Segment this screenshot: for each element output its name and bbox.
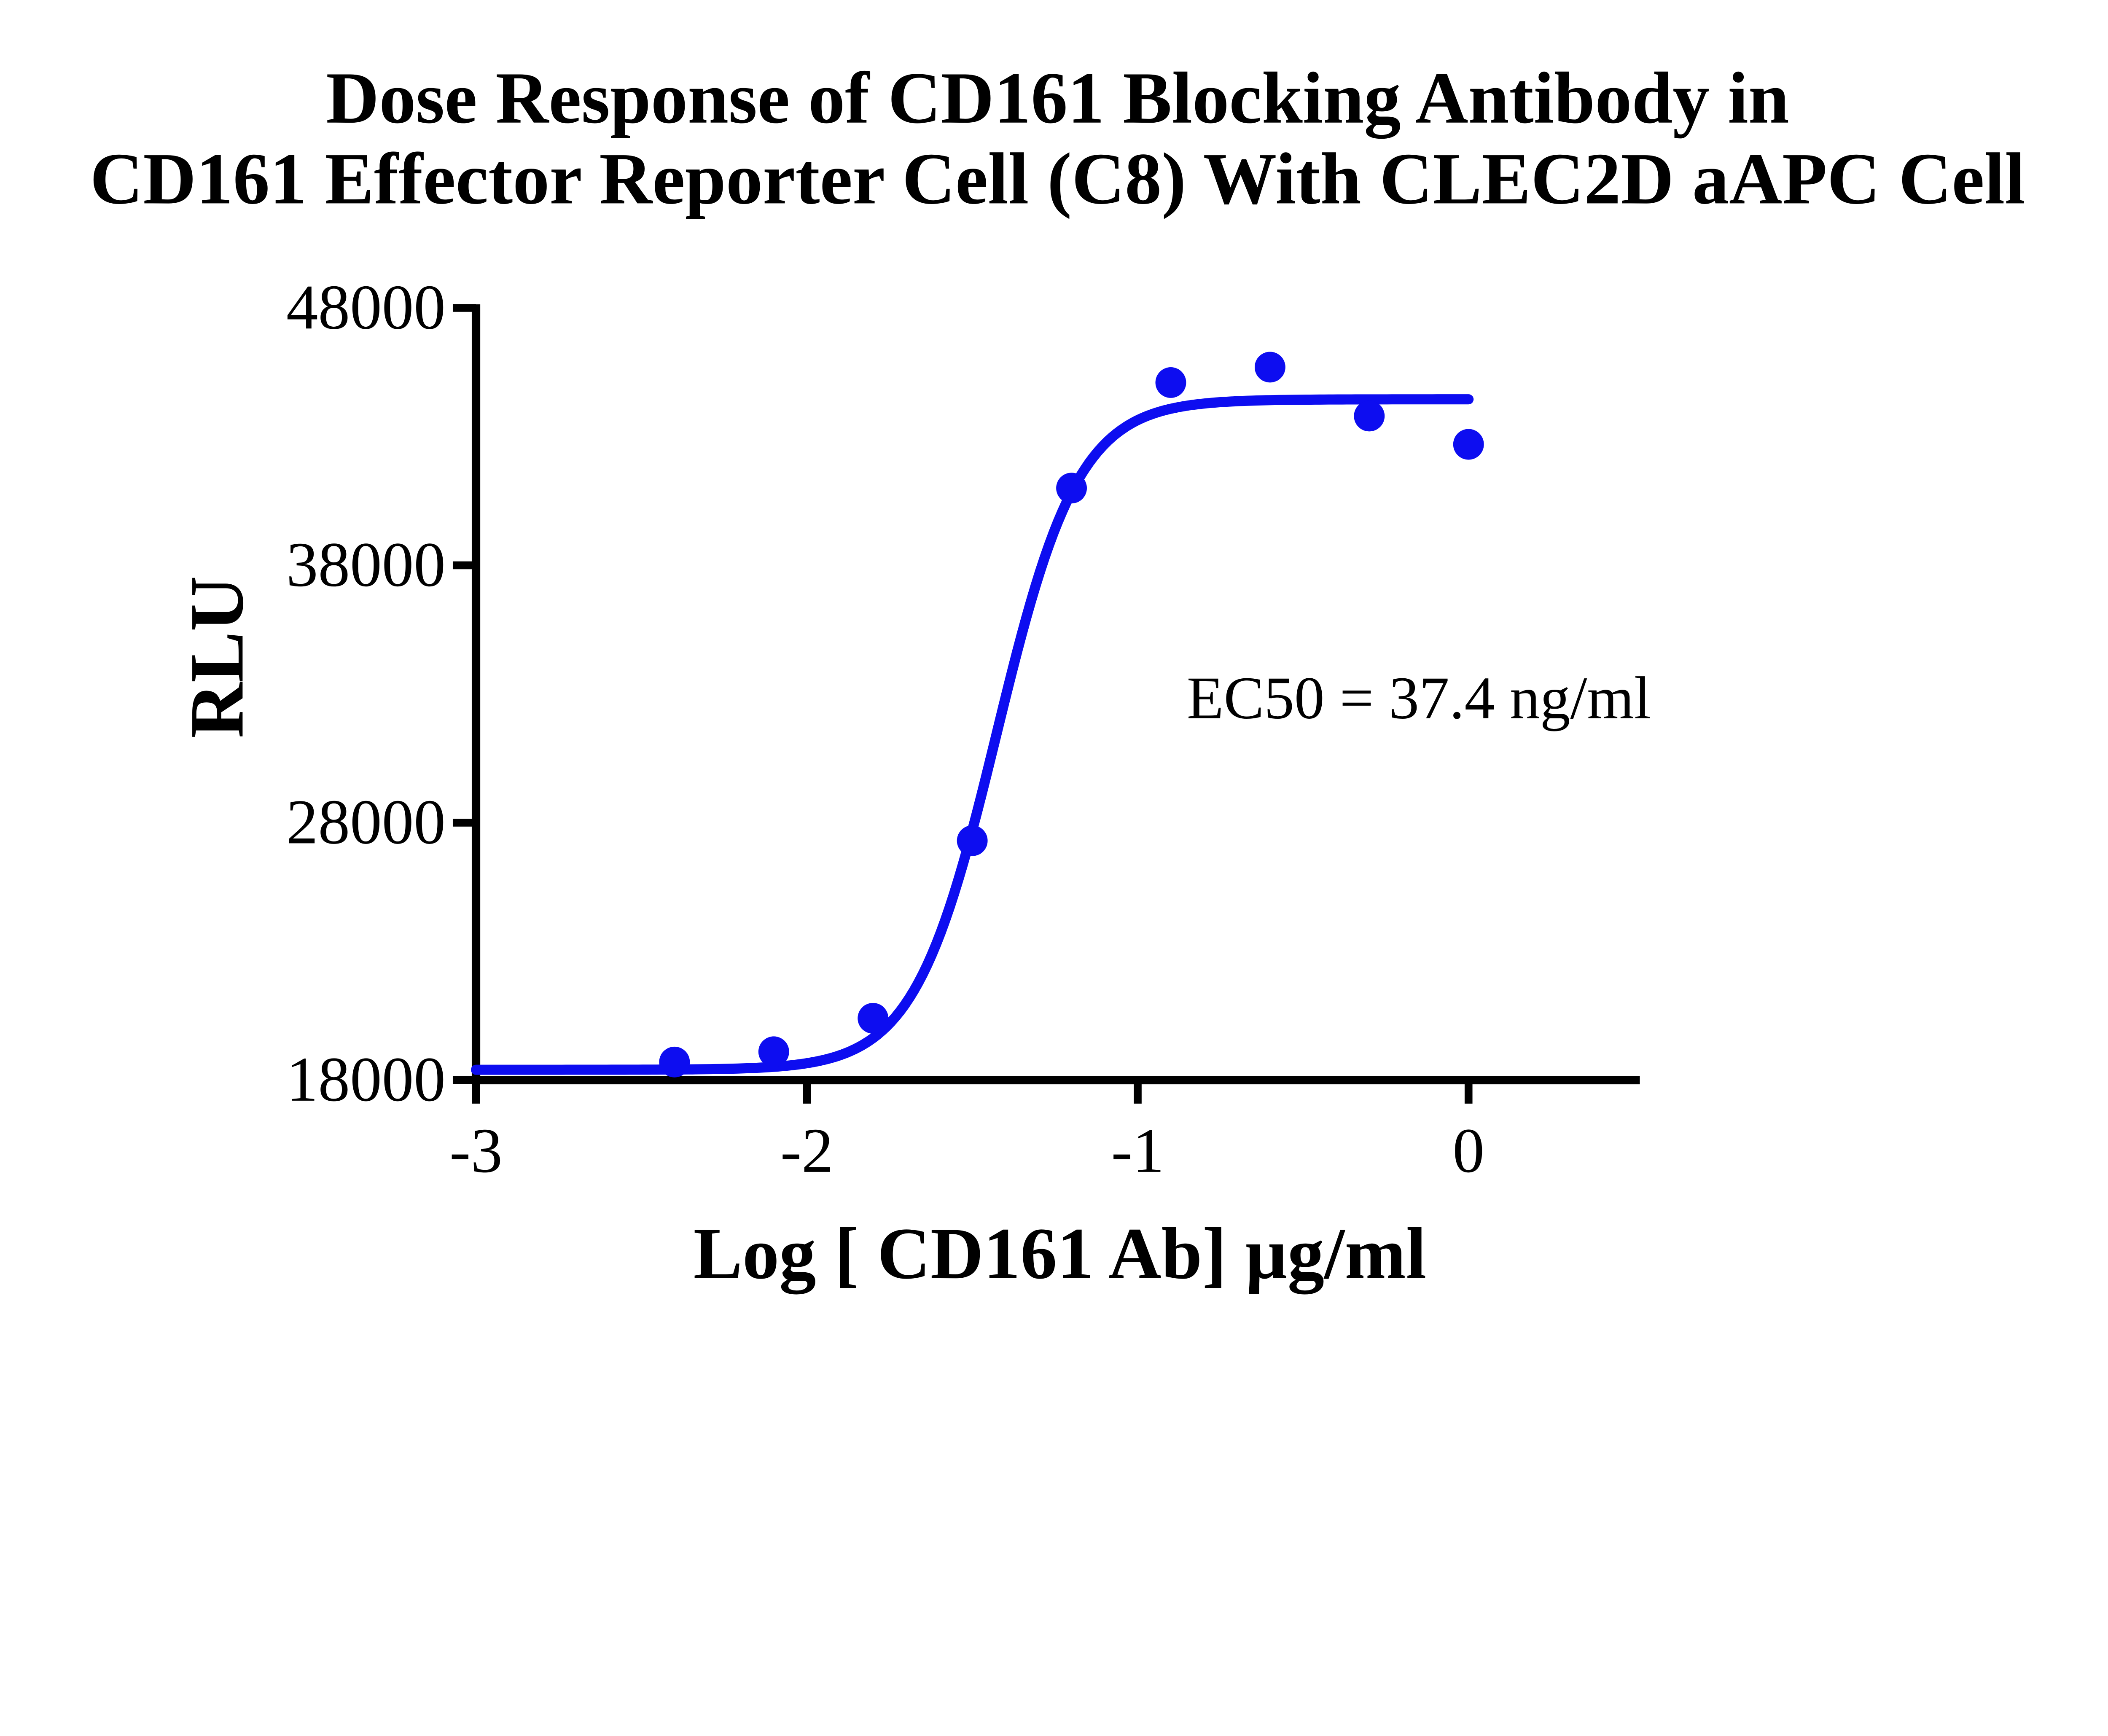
data-point: [1354, 400, 1385, 432]
data-point: [1453, 429, 1484, 460]
x-tick-label: 0: [1452, 1115, 1484, 1186]
chart-title-line1: Dose Response of CD161 Blocking Antibody…: [326, 57, 1789, 139]
ec50-annotation: EC50 = 37.4 ng/ml: [1187, 665, 1651, 732]
x-axis-label: Log [ CD161 Ab] µg/ml: [694, 1213, 1427, 1294]
data-point: [1056, 473, 1087, 504]
data-point: [758, 1036, 789, 1067]
axes-group: -3 -2 -1 0 18000 28000 38000 48000: [286, 271, 1640, 1186]
y-tick-label: 28000: [286, 786, 446, 857]
x-tick-label: -2: [780, 1115, 834, 1186]
chart-background: [0, 0, 2108, 1346]
x-tick-label: -1: [1111, 1115, 1164, 1186]
y-tick-label: 48000: [286, 271, 446, 342]
y-tick-label: 38000: [286, 529, 446, 600]
y-axis-label: RLU: [175, 576, 259, 738]
dose-response-chart: Dose Response of CD161 Blocking Antibody…: [0, 0, 2108, 1346]
y-tick-label: 18000: [286, 1044, 446, 1115]
data-point: [858, 1003, 889, 1034]
data-point: [659, 1046, 690, 1078]
data-points-group: [659, 352, 1484, 1078]
chart-title-line2: CD161 Effector Reporter Cell (C8) With C…: [90, 138, 2025, 219]
dose-response-figure: Dose Response of CD161 Blocking Antibody…: [0, 0, 2108, 1346]
data-point: [957, 825, 988, 856]
data-point: [1155, 367, 1186, 398]
data-point: [1254, 352, 1285, 383]
x-tick-label: -3: [449, 1115, 503, 1186]
